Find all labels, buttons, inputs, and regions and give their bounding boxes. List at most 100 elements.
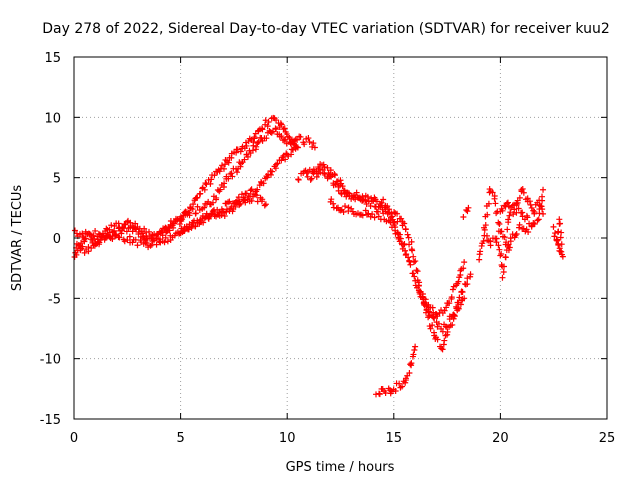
data-point xyxy=(435,320,442,327)
data-point xyxy=(407,361,414,368)
data-point xyxy=(124,219,131,226)
data-point xyxy=(186,212,193,219)
data-point xyxy=(516,194,523,201)
data-point xyxy=(528,223,535,230)
data-point xyxy=(337,177,344,184)
data-point xyxy=(99,233,106,240)
data-point xyxy=(558,241,565,248)
data-point xyxy=(237,163,244,170)
data-point xyxy=(439,346,446,353)
data-point xyxy=(169,222,176,229)
data-point xyxy=(496,246,503,253)
data-point xyxy=(255,138,262,145)
series-arc-10 xyxy=(460,204,472,220)
data-point xyxy=(269,128,276,135)
series-arc-12 xyxy=(481,221,532,281)
data-point xyxy=(92,227,99,234)
data-point xyxy=(376,391,383,398)
data-point xyxy=(261,202,268,209)
data-point xyxy=(431,315,438,322)
data-point xyxy=(264,123,271,130)
data-point xyxy=(127,219,134,226)
series-arc-14 xyxy=(504,186,547,233)
data-point xyxy=(402,377,409,384)
data-point xyxy=(90,232,97,239)
data-point xyxy=(235,194,242,201)
y-axis-label: SDTVAR / TECUs xyxy=(10,185,25,292)
data-point xyxy=(340,187,347,194)
data-point xyxy=(254,140,261,147)
data-point xyxy=(345,204,352,211)
data-point xyxy=(259,126,266,133)
data-point xyxy=(392,388,399,395)
data-point xyxy=(413,267,420,274)
data-point xyxy=(207,180,214,187)
data-point xyxy=(399,383,406,390)
chart-title: Day 278 of 2022, Sidereal Day-to-day VTE… xyxy=(42,21,610,37)
data-point xyxy=(402,379,409,386)
data-point xyxy=(499,207,506,214)
data-point xyxy=(82,235,89,242)
data-point xyxy=(467,271,474,278)
data-point xyxy=(406,258,413,265)
data-point xyxy=(192,210,199,217)
data-point xyxy=(505,216,512,223)
data-point xyxy=(281,125,288,132)
data-point xyxy=(530,207,537,214)
data-point xyxy=(408,360,415,367)
data-point xyxy=(369,211,376,218)
data-point xyxy=(340,208,347,215)
data-point xyxy=(419,291,426,298)
data-point xyxy=(161,239,168,246)
data-point xyxy=(331,172,338,179)
data-point xyxy=(460,265,467,272)
data-point xyxy=(308,175,315,182)
data-point xyxy=(248,197,255,204)
y-tick-label: 0 xyxy=(53,232,61,247)
data-point xyxy=(404,231,411,238)
data-point xyxy=(481,226,488,233)
data-point xyxy=(356,194,363,201)
data-point xyxy=(226,198,233,205)
data-point xyxy=(513,201,520,208)
data-point xyxy=(274,160,281,167)
data-point xyxy=(180,227,187,234)
data-point xyxy=(248,186,255,193)
data-point xyxy=(453,305,460,312)
data-point xyxy=(441,337,448,344)
data-point xyxy=(232,203,239,210)
x-tick-label: 20 xyxy=(492,431,509,446)
data-point xyxy=(496,220,503,227)
data-point xyxy=(444,324,451,331)
data-point xyxy=(216,209,223,216)
data-point xyxy=(388,224,395,231)
data-point xyxy=(359,212,366,219)
data-point xyxy=(282,156,289,163)
data-point xyxy=(362,207,369,214)
data-point xyxy=(558,248,565,255)
data-point xyxy=(79,243,86,250)
data-point xyxy=(262,201,269,208)
data-point xyxy=(109,229,116,236)
data-point xyxy=(405,254,412,261)
data-point xyxy=(225,159,232,166)
data-point xyxy=(339,183,346,190)
data-point xyxy=(162,224,169,231)
axis-ticks: 0 5 10 15 20 25 -15 -10 -5 0 5 10 15 xyxy=(40,51,616,446)
data-point xyxy=(373,198,380,205)
data-point xyxy=(422,296,429,303)
data-point xyxy=(482,222,489,229)
data-point xyxy=(134,242,141,249)
data-point xyxy=(247,187,254,194)
data-point xyxy=(209,208,216,215)
data-point xyxy=(219,162,226,169)
data-point xyxy=(402,247,409,254)
data-point xyxy=(559,253,566,260)
data-point xyxy=(305,135,312,142)
data-point xyxy=(491,195,498,202)
data-point xyxy=(554,228,561,235)
data-point xyxy=(194,194,201,201)
data-point xyxy=(116,234,123,241)
data-point xyxy=(554,236,561,243)
data-point xyxy=(201,186,208,193)
